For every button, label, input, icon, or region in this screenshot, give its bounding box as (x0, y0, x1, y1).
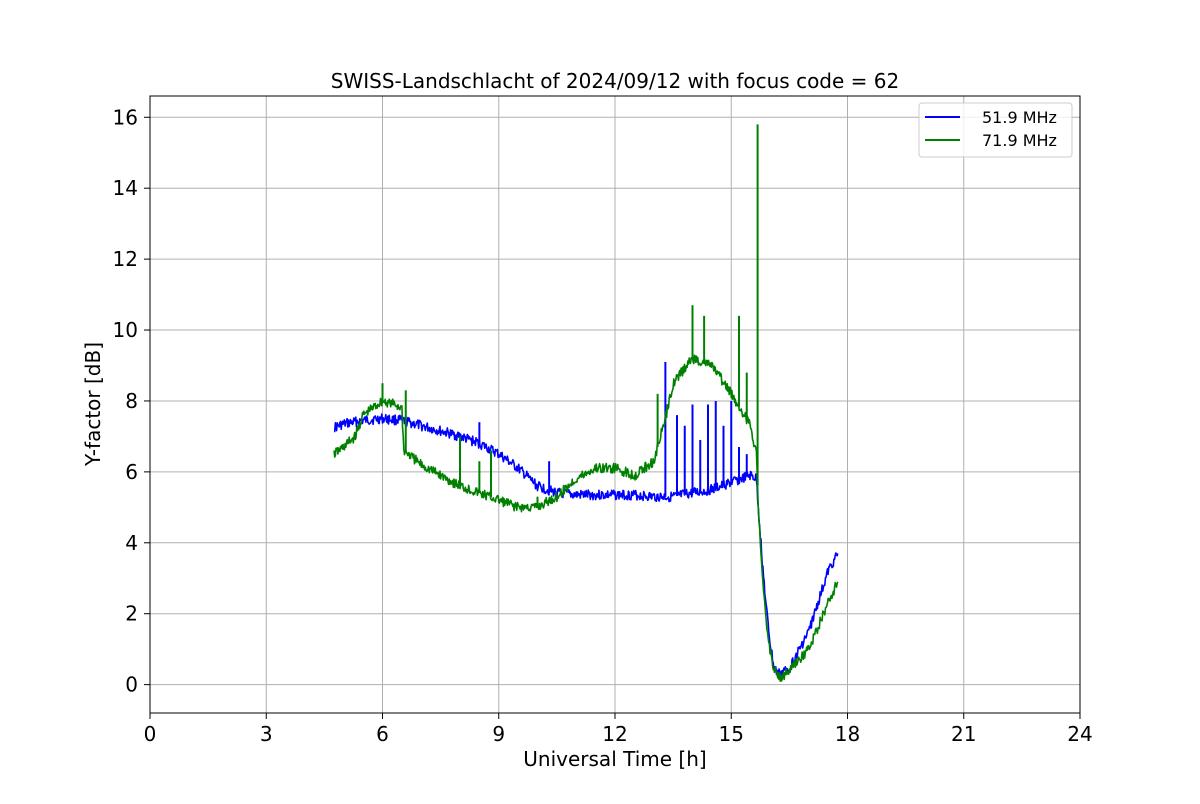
legend-label: 51.9 MHz (982, 108, 1057, 127)
x-tick-label: 15 (719, 722, 744, 746)
chart-title: SWISS-Landschlacht of 2024/09/12 with fo… (331, 69, 899, 93)
y-tick-label: 10 (113, 318, 138, 342)
y-tick-label: 14 (113, 176, 138, 200)
y-axis-label: Y-factor [dB] (81, 342, 105, 467)
y-tick-label: 8 (125, 389, 138, 413)
series-line (333, 413, 839, 678)
y-tick-label: 6 (125, 460, 138, 484)
legend: 51.9 MHz 71.9 MHz (918, 102, 1073, 158)
x-tick-label: 12 (602, 722, 627, 746)
x-tick-label: 18 (835, 722, 860, 746)
series-line (333, 354, 839, 682)
x-tick-label: 3 (260, 722, 273, 746)
y-tick-label: 16 (113, 105, 138, 129)
legend-label: 71.9 MHz (982, 131, 1057, 150)
y-tick-label: 4 (125, 531, 138, 555)
series-2 (333, 124, 839, 682)
x-tick-label: 24 (1067, 722, 1092, 746)
series-1 (333, 361, 839, 678)
x-tick-label: 0 (144, 722, 157, 746)
y-tick-label: 2 (125, 602, 138, 626)
x-tick-label: 21 (951, 722, 976, 746)
x-tick-label: 6 (376, 722, 389, 746)
y-tick-label: 12 (113, 247, 138, 271)
x-tick-label: 9 (492, 722, 505, 746)
y-tick-label: 0 (125, 673, 138, 697)
x-axis-label: Universal Time [h] (523, 747, 706, 771)
